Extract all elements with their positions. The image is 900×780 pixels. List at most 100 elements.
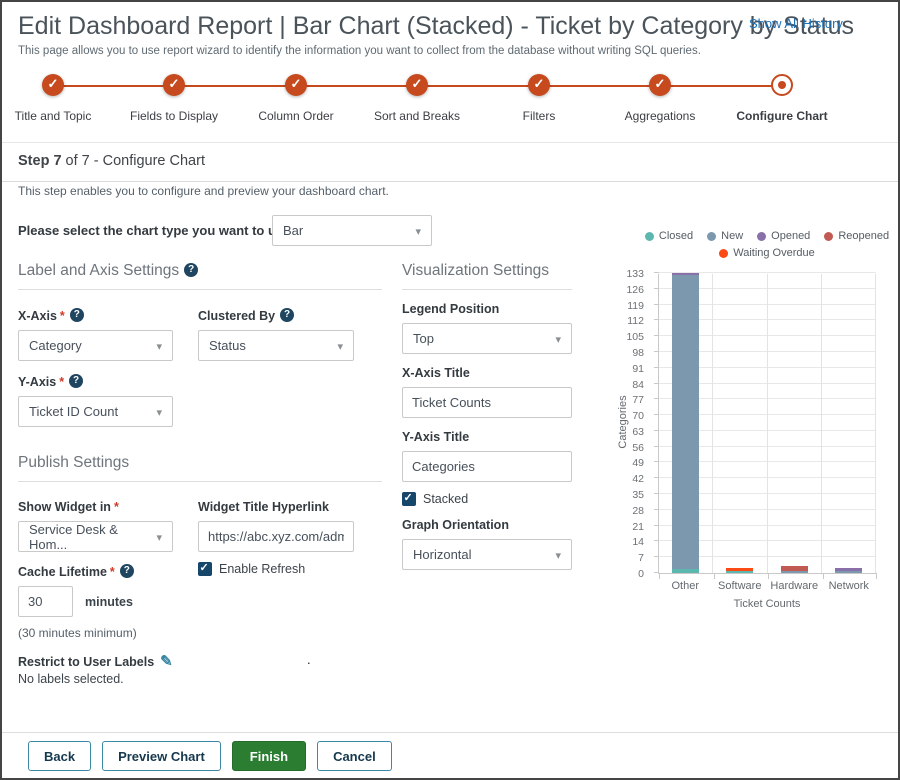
stacked-checkbox[interactable]	[402, 491, 416, 506]
x-tick-mark	[768, 573, 769, 579]
help-icon[interactable]	[69, 308, 84, 322]
legend-item-waiting-overdue[interactable]: Waiting Overdue	[719, 247, 815, 259]
y-tick-mark	[654, 572, 659, 573]
step-label: Title and Topic	[14, 109, 92, 123]
step-aggregations[interactable]: Aggregations	[595, 74, 725, 123]
step-title-and-topic[interactable]: Title and Topic	[2, 74, 118, 123]
legend-item-opened[interactable]: Opened	[757, 230, 810, 242]
gridline	[659, 303, 876, 305]
enable-refresh-row: Enable Refresh	[198, 561, 305, 576]
gridline	[659, 461, 876, 463]
legend-dot	[707, 231, 717, 241]
graph-orientation-field: Graph Orientation Horizontal	[402, 518, 572, 570]
step-label: Column Order	[258, 109, 334, 123]
cache-lifetime-label: Cache Lifetime	[18, 565, 107, 579]
x-tick-mark	[822, 573, 824, 579]
show-all-history-link[interactable]: Show All History	[749, 16, 843, 31]
bar-segment-opened	[834, 567, 862, 571]
chart-type-select[interactable]: Bar	[272, 215, 432, 246]
help-icon[interactable]	[69, 374, 84, 388]
gridline	[659, 414, 876, 416]
required-asterisk: *	[59, 375, 65, 389]
graph-orientation-label: Graph Orientation	[402, 518, 509, 532]
step-fields-to-display[interactable]: Fields to Display	[109, 74, 239, 123]
stacked-row: Stacked	[402, 491, 468, 506]
finish-button[interactable]: Finish	[231, 741, 307, 771]
x-axis-title-input[interactable]	[402, 387, 572, 418]
help-icon[interactable]	[280, 308, 295, 322]
help-icon[interactable]	[119, 564, 134, 578]
check-icon	[163, 74, 185, 96]
y-axis-title-field: Y-Axis Title	[402, 430, 572, 482]
chart-column	[659, 273, 714, 573]
check-icon	[649, 74, 671, 96]
visualization-title: Visualization Settings	[402, 262, 550, 279]
step-filters[interactable]: Filters	[474, 74, 604, 123]
gridline	[659, 540, 876, 542]
wizard-stepper: Title and Topic Fields to Display Column…	[2, 64, 898, 140]
gridline	[659, 287, 876, 289]
y-tick-label: 14	[632, 536, 644, 549]
step-label: Sort and Breaks	[373, 109, 461, 123]
legend-item-closed[interactable]: Closed	[644, 230, 693, 242]
chevron-down-icon	[337, 338, 343, 353]
chevron-down-icon	[156, 404, 162, 419]
step-label: Filters	[522, 109, 556, 123]
y-tick-label: 21	[632, 520, 644, 533]
help-icon[interactable]	[184, 263, 199, 277]
enable-refresh-checkbox[interactable]	[198, 561, 212, 576]
legend-item-new[interactable]: New	[707, 230, 743, 242]
preview-chart-button[interactable]: Preview Chart	[102, 741, 221, 771]
required-asterisk: *	[113, 500, 119, 514]
legend-dot	[757, 231, 767, 241]
gridline	[659, 398, 876, 400]
x-category-label: Hardware	[770, 580, 819, 592]
y-tick-mark	[654, 398, 659, 400]
y-tick-mark	[654, 556, 659, 558]
show-widget-value: Service Desk & Hom...	[29, 521, 118, 552]
step-label: Aggregations	[624, 109, 696, 123]
cancel-button[interactable]: Cancel	[317, 741, 392, 771]
show-widget-label: Show Widget in	[18, 500, 111, 514]
gridline	[659, 319, 876, 321]
cache-lifetime-field: Cache Lifetime* minutes	[18, 564, 134, 617]
cache-lifetime-input[interactable]	[18, 586, 73, 617]
bar-segment-opened	[672, 273, 700, 276]
y-tick-label: 91	[632, 362, 644, 375]
y-axis-select[interactable]: Ticket ID Count	[18, 396, 173, 427]
step-label: Fields to Display	[129, 109, 219, 123]
legend-item-reopened[interactable]: Reopened	[824, 230, 889, 242]
check-icon	[42, 74, 64, 96]
check-icon	[528, 74, 550, 96]
widget-hyperlink-field: Widget Title Hyperlink	[198, 500, 354, 552]
bar-stack	[672, 273, 700, 573]
gridline	[659, 493, 876, 495]
y-tick-mark	[654, 382, 659, 384]
check-icon	[406, 74, 428, 96]
widget-hyperlink-input[interactable]	[198, 521, 354, 552]
step-sort-and-breaks[interactable]: Sort and Breaks	[352, 74, 482, 123]
y-axis-title-label: Y-Axis Title	[402, 430, 470, 444]
chart-y-axis-title: Categories	[617, 395, 629, 449]
y-tick-mark	[654, 366, 659, 368]
publish-title: Publish Settings	[18, 454, 130, 471]
step-column-order[interactable]: Column Order	[231, 74, 361, 123]
graph-orientation-select[interactable]: Horizontal	[402, 539, 572, 570]
back-button[interactable]: Back	[28, 741, 92, 771]
clustered-by-select[interactable]: Status	[198, 330, 354, 361]
legend-position-select[interactable]: Top	[402, 323, 572, 354]
y-tick-mark	[654, 287, 659, 289]
y-tick-mark	[654, 508, 659, 510]
y-axis-title-input[interactable]	[402, 451, 572, 482]
x-axis-select[interactable]: Category	[18, 330, 173, 361]
no-labels-text: No labels selected.	[18, 672, 124, 686]
edit-pencil-icon[interactable]	[154, 655, 173, 669]
y-tick-label: 98	[632, 346, 644, 359]
chevron-down-icon	[415, 223, 421, 238]
show-widget-select[interactable]: Service Desk & Hom...	[18, 521, 173, 552]
y-tick-mark	[654, 272, 659, 273]
step-configure-chart[interactable]: Configure Chart	[717, 74, 847, 123]
footer-bar: Back Preview Chart Finish Cancel	[2, 732, 898, 778]
restrict-labels-row: Restrict to User Labels	[18, 652, 173, 670]
clustered-by-field: Clustered By Status	[198, 308, 354, 361]
